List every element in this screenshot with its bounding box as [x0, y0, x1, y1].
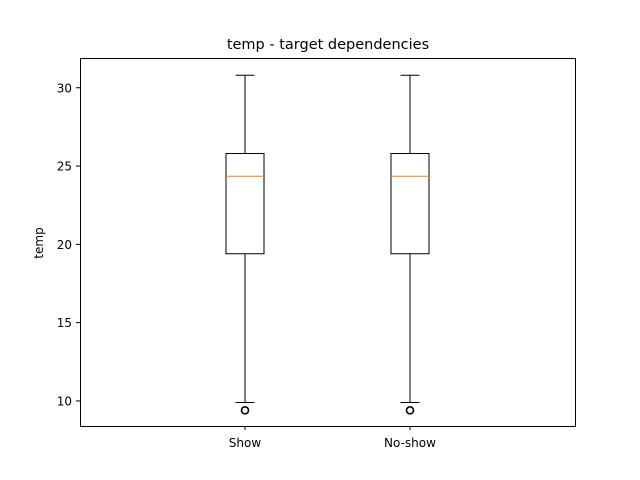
plot-area	[225, 74, 430, 415]
y-axis: 10 15 20 25 30	[57, 81, 80, 408]
iqr-box	[390, 153, 430, 255]
y-tick-label: 20	[57, 238, 72, 252]
box-group-no-show	[390, 74, 430, 415]
y-tick-label: 25	[57, 160, 72, 174]
box-group-show	[225, 74, 265, 415]
y-tick-label: 15	[57, 316, 72, 330]
plot-frame	[80, 58, 576, 427]
y-tick-label: 10	[57, 394, 72, 408]
x-tick-label: No-show	[384, 436, 436, 450]
x-axis: Show No-show	[229, 426, 436, 450]
iqr-box	[225, 153, 265, 255]
y-tick-label: 30	[57, 81, 72, 95]
outlier-point	[405, 406, 415, 415]
x-tick-label: Show	[229, 436, 262, 450]
outlier-point	[240, 406, 250, 415]
y-axis-label: temp	[32, 227, 46, 258]
chart-title: temp - target dependencies	[227, 37, 429, 53]
